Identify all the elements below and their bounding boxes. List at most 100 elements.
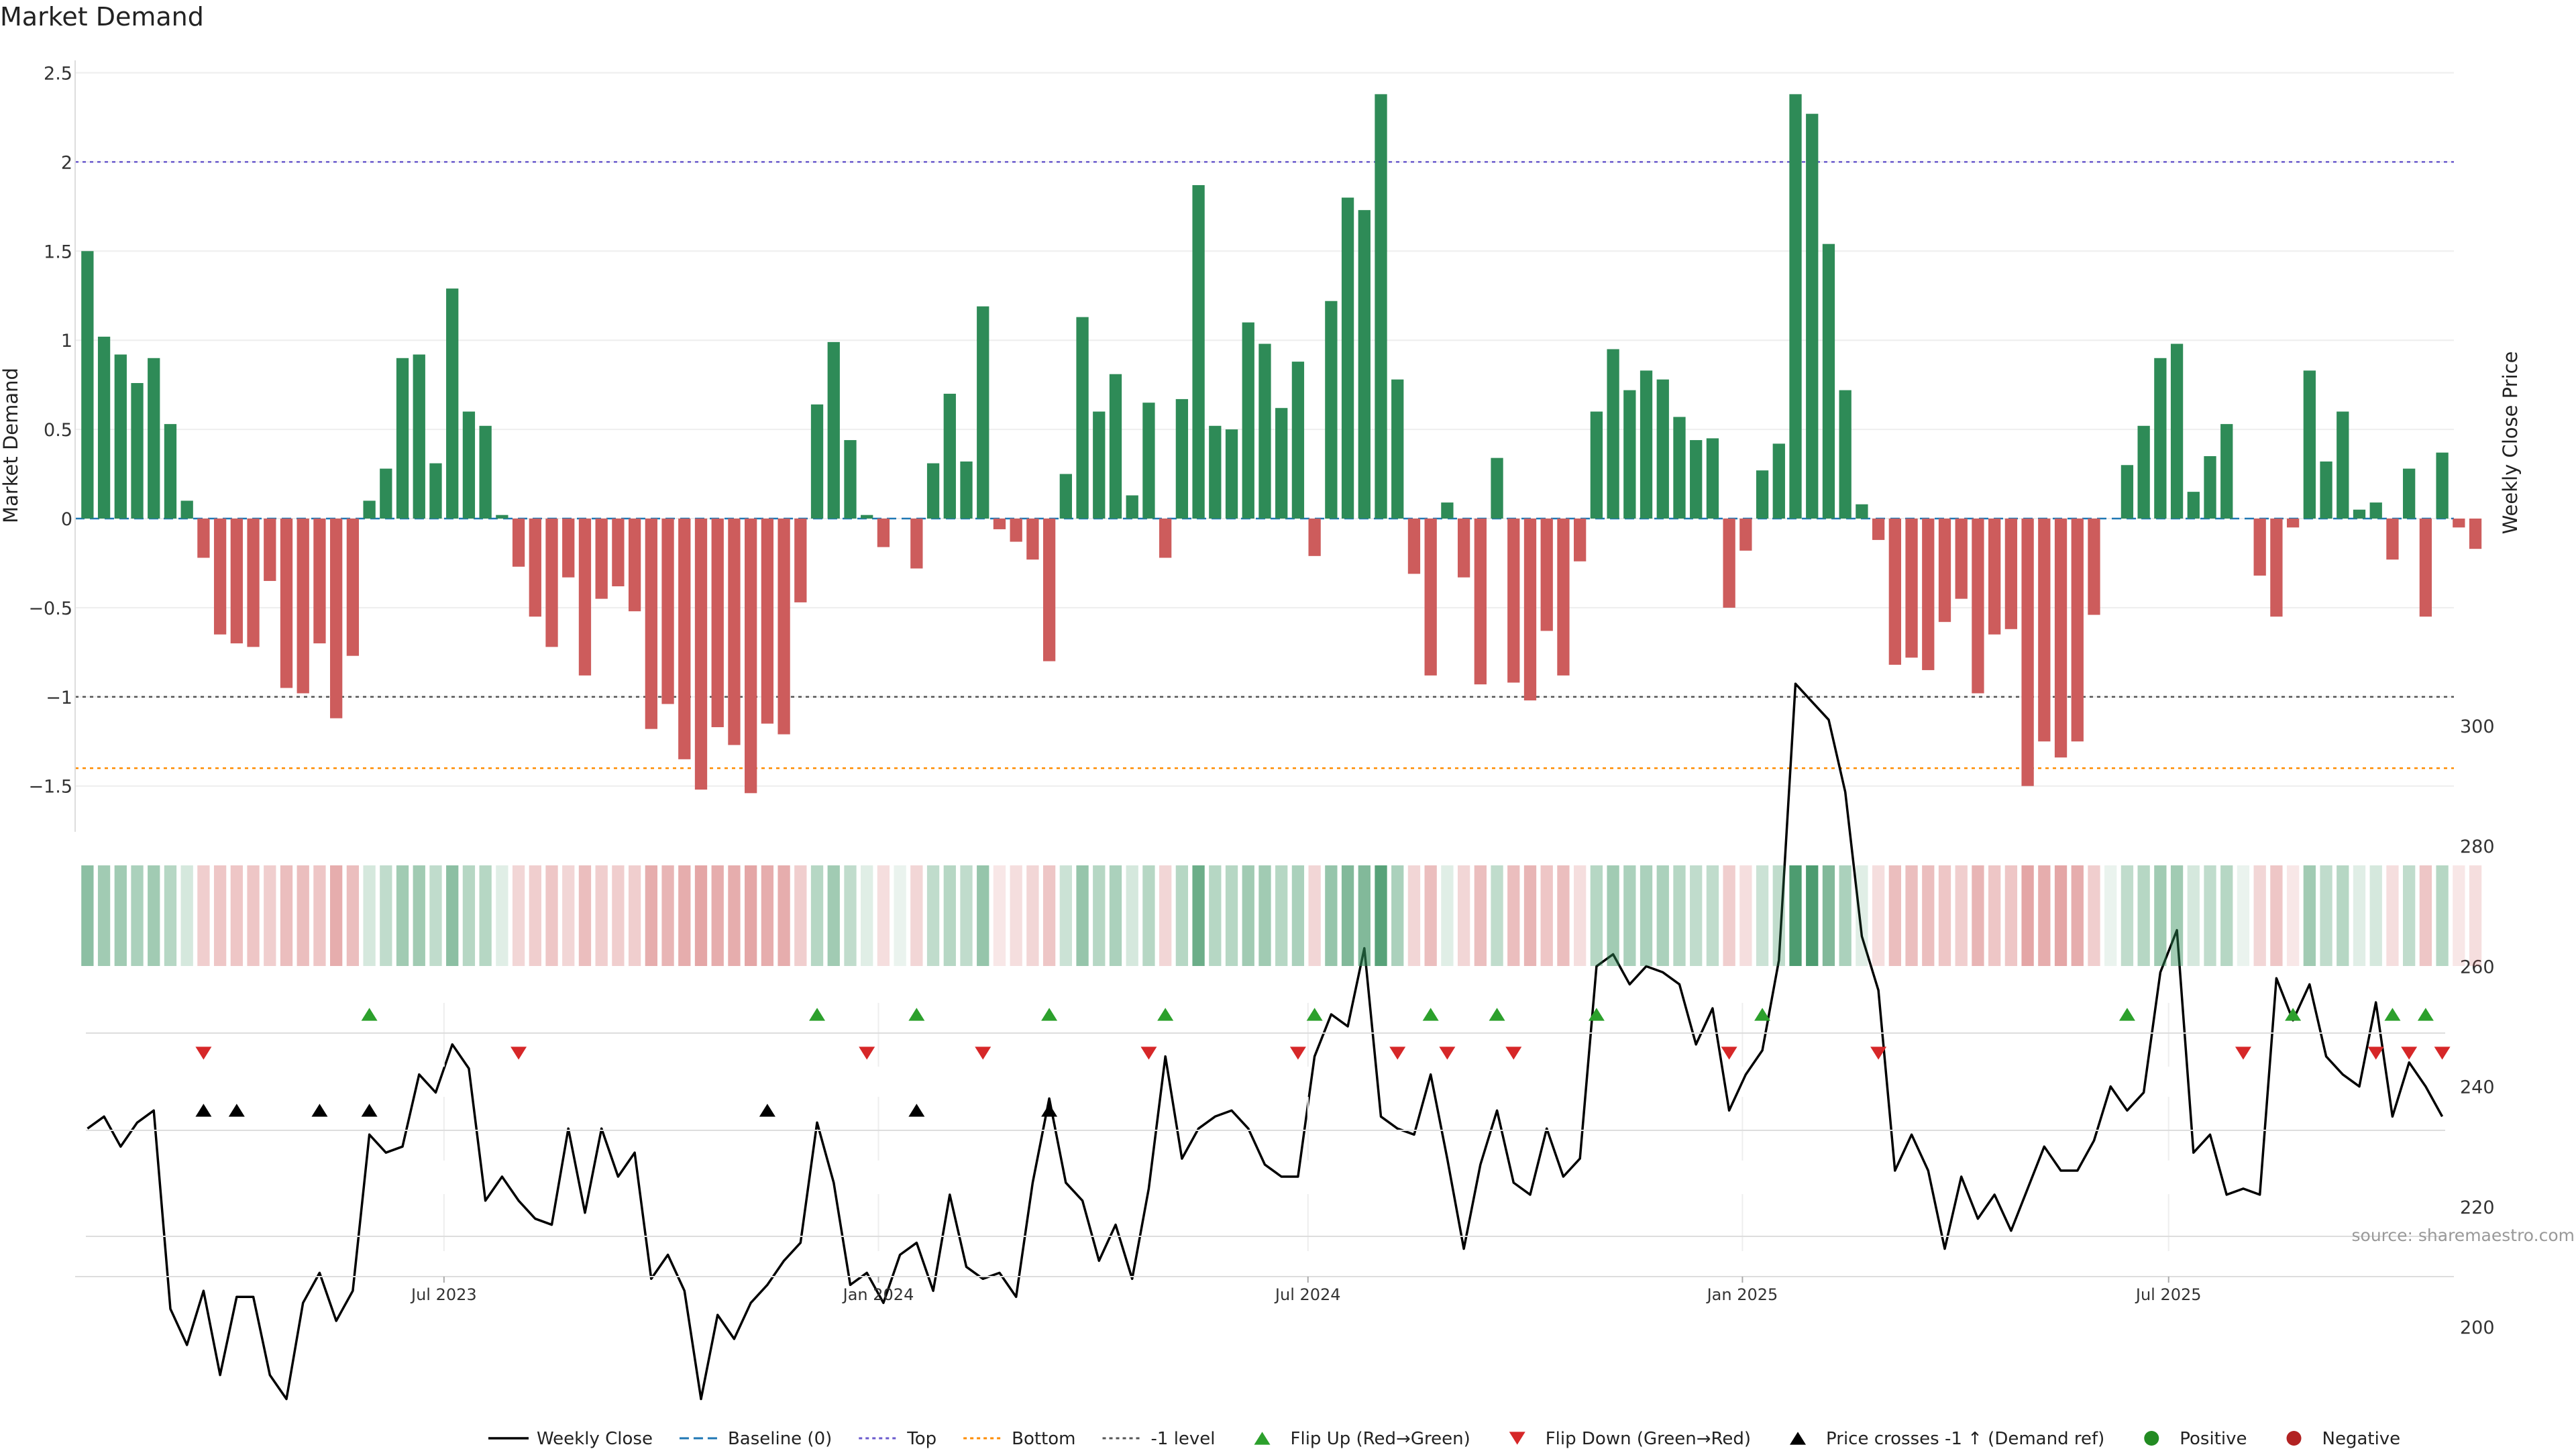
demand-bar: [810, 404, 824, 519]
demand-bar: [2403, 468, 2416, 519]
shading-cell: [612, 865, 625, 966]
shading-cell: [1540, 865, 1553, 966]
shading-cell: [2303, 865, 2316, 966]
flip-up-marker: [1041, 1008, 1058, 1021]
flip-down-marker: [1505, 1046, 1522, 1060]
demand-bar: [213, 519, 227, 635]
left-y-axis: 2.5 2 1.5 1 0.5 0 −0.5 −1 −1.5: [28, 60, 76, 832]
price-cross-marker: [908, 1104, 925, 1117]
x-tick-label: Jul 2025: [2135, 1285, 2202, 1304]
shading-cell: [496, 865, 508, 966]
legend-item: Bottom: [963, 1429, 1076, 1449]
demand-bar: [380, 468, 392, 519]
weekly-close-polyline: [87, 682, 2444, 1401]
demand-bar: [2253, 519, 2266, 576]
demand-bar: [131, 382, 144, 519]
shading-cell: [1590, 865, 1603, 966]
shading-cell: [512, 865, 525, 966]
shading-cell: [810, 865, 824, 966]
demand-bar: [1557, 519, 1570, 676]
demand-bar: [877, 519, 890, 547]
demand-bar: [1574, 519, 1587, 561]
demand-bar: [413, 354, 425, 519]
demand-bar: [363, 500, 376, 519]
shading-cell: [380, 865, 392, 966]
demand-bar: [2204, 455, 2216, 519]
y-tick-label: 1: [61, 331, 72, 352]
demand-bar: [1192, 184, 1205, 519]
demand-bar: [2270, 519, 2283, 617]
demand-bar: [1308, 519, 1321, 556]
x-axis: Jul 2023 Jan 2024 Jul 2024 Jan 2025 Jul 2025: [75, 1276, 2454, 1304]
shading-cell: [910, 865, 923, 966]
demand-bar: [612, 519, 625, 587]
demand-bar: [2071, 519, 2084, 742]
flip-up-marker: [2417, 1008, 2434, 1021]
demand-bar: [1888, 519, 1901, 665]
shading-cell: [2137, 865, 2150, 966]
x-tick-label: Jan 2025: [1706, 1285, 1778, 1304]
shading-cell: [661, 865, 674, 966]
shading-cell: [1491, 865, 1503, 966]
shading-cell: [1574, 865, 1587, 966]
y2-tick-label: 220: [2460, 1197, 2495, 1218]
flip-up-marker: [1422, 1008, 1439, 1021]
demand-bar: [2187, 492, 2200, 519]
demand-bar: [1375, 94, 1387, 519]
price-cross-marker: [1041, 1104, 1058, 1117]
demand-bar: [1972, 519, 1984, 694]
demand-bar: [678, 519, 691, 759]
demand-bar: [2154, 358, 2167, 519]
x-tick-label: Jul 2023: [410, 1285, 477, 1304]
demand-bar: [1690, 440, 1703, 519]
shading-cell: [2170, 865, 2184, 966]
y2-tick-label: 200: [2460, 1318, 2495, 1338]
shading-cell: [2419, 865, 2432, 966]
legend-item: -1 level: [1102, 1429, 1216, 1449]
y-tick-label: 2.5: [44, 64, 72, 85]
legend-label: Negative: [2322, 1429, 2401, 1449]
shading-cell: [694, 865, 708, 966]
shading-cell: [2253, 865, 2266, 966]
price-cross-panel: [86, 1097, 2445, 1161]
y-tick-label: 0.5: [44, 420, 72, 441]
shading-cell: [745, 865, 757, 966]
shading-cell: [462, 865, 476, 966]
shading-cell: [1474, 865, 1487, 966]
shading-cell: [529, 865, 541, 966]
legend-item: Flip Up (Red→Green): [1254, 1429, 1470, 1449]
demand-bar: [330, 519, 343, 718]
flip-down-marker: [511, 1046, 527, 1060]
demand-bar: [1159, 519, 1172, 558]
flip-up-marker: [1588, 1008, 1605, 1021]
shading-cell: [926, 865, 940, 966]
shading-cell: [1325, 865, 1338, 966]
shading-cell: [1042, 865, 1056, 966]
demand-bar: [2004, 519, 2018, 629]
shading-cell: [1076, 865, 1089, 966]
demand-bar: [910, 519, 923, 569]
shading-cell: [1523, 865, 1537, 966]
shading-cell: [1341, 865, 1354, 966]
legend-item: Price crosses -1 ↑ (Demand ref): [1790, 1429, 2104, 1449]
shading-cell: [2469, 865, 2482, 966]
demand-bar: [1955, 519, 1968, 599]
shading-cell: [1391, 865, 1404, 966]
legend-circle-swatch: [2144, 1431, 2159, 1446]
shading-cell: [761, 865, 774, 966]
shading-cell: [213, 865, 227, 966]
shading-cell: [1905, 865, 1918, 966]
shading-cell: [81, 865, 94, 966]
demand-bar: [694, 519, 708, 790]
flip-up-marker: [1754, 1008, 1771, 1021]
demand-bar: [2088, 519, 2100, 615]
shading-cell: [1441, 865, 1454, 966]
shading-cell: [1291, 865, 1305, 966]
demand-bar: [728, 519, 741, 745]
shading-cell: [1772, 865, 1785, 966]
flip-up-marker: [809, 1008, 826, 1021]
shading-cell: [479, 865, 492, 966]
demand-bar: [2386, 519, 2399, 560]
shading-cell: [1673, 865, 1686, 966]
demand-bar: [777, 519, 790, 735]
